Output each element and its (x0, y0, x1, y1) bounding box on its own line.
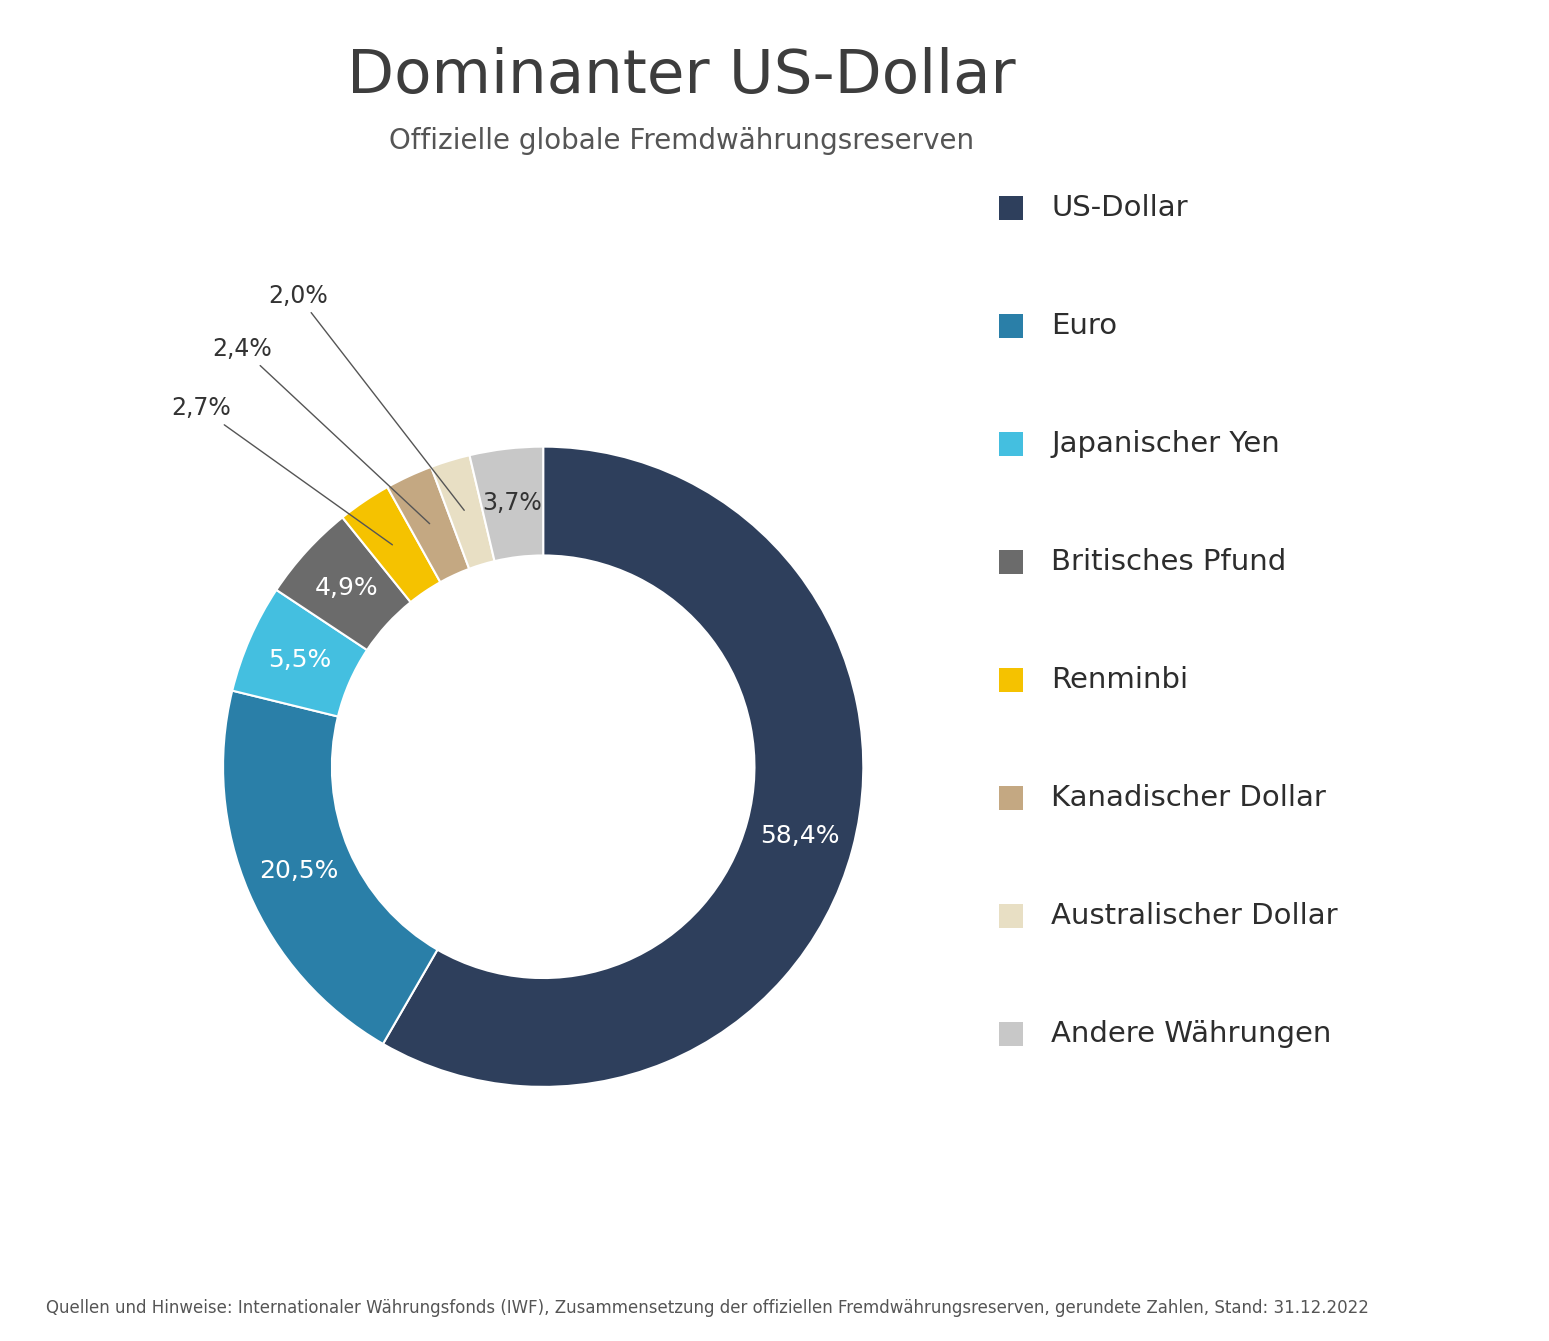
Text: 4,9%: 4,9% (314, 575, 378, 599)
Wedge shape (383, 447, 863, 1086)
Text: 5,5%: 5,5% (268, 648, 331, 672)
Text: Andere Währungen: Andere Währungen (1052, 1021, 1332, 1047)
Wedge shape (276, 518, 410, 650)
Text: 3,7%: 3,7% (483, 491, 542, 515)
Text: Britisches Pfund: Britisches Pfund (1052, 548, 1286, 575)
Text: Dominanter US-Dollar: Dominanter US-Dollar (347, 47, 1016, 106)
Text: Quellen und Hinweise: Internationaler Währungsfonds (IWF), Zusammensetzung der o: Quellen und Hinweise: Internationaler Wä… (46, 1299, 1369, 1317)
Wedge shape (431, 455, 494, 569)
Text: Australischer Dollar: Australischer Dollar (1052, 902, 1338, 929)
Text: Euro: Euro (1052, 312, 1117, 339)
Text: 20,5%: 20,5% (259, 860, 339, 882)
Text: 2,7%: 2,7% (172, 397, 392, 544)
Text: 2,0%: 2,0% (268, 284, 465, 511)
Wedge shape (469, 447, 544, 561)
Text: 58,4%: 58,4% (761, 823, 840, 848)
Text: Renminbi: Renminbi (1052, 666, 1188, 693)
Wedge shape (342, 487, 440, 602)
Wedge shape (223, 691, 437, 1043)
Text: 2,4%: 2,4% (212, 337, 429, 524)
Text: Japanischer Yen: Japanischer Yen (1052, 430, 1279, 457)
Wedge shape (387, 467, 469, 582)
Text: Kanadischer Dollar: Kanadischer Dollar (1052, 784, 1326, 811)
Wedge shape (232, 590, 367, 716)
Text: US-Dollar: US-Dollar (1052, 194, 1188, 221)
Text: Offizielle globale Fremdwährungsreserven: Offizielle globale Fremdwährungsreserven (389, 127, 974, 156)
